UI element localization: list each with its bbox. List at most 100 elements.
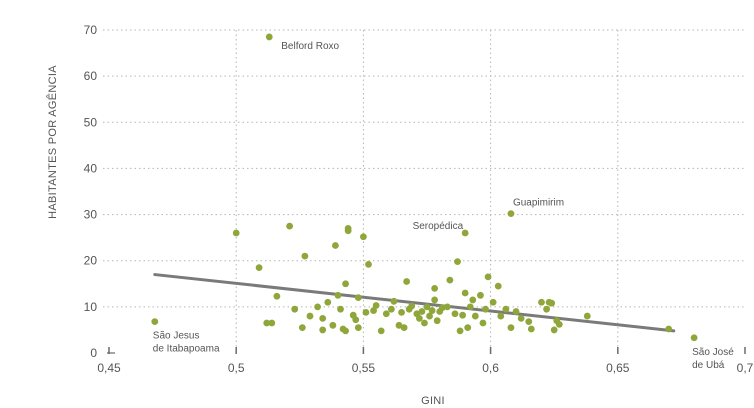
- data-point: [438, 304, 446, 312]
- data-point: [443, 303, 451, 311]
- data-point: [255, 264, 263, 272]
- y-tick-label: 30: [84, 208, 98, 222]
- data-point: [268, 319, 276, 327]
- point-annotation: Guapimirim: [513, 198, 564, 209]
- data-point: [548, 299, 556, 307]
- data-point: [525, 318, 533, 326]
- data-point: [527, 325, 535, 333]
- annotation-line: de Itabapoama: [153, 344, 220, 355]
- data-point: [352, 316, 360, 324]
- data-point: [471, 312, 479, 320]
- data-point: [428, 307, 436, 314]
- data-point: [334, 291, 342, 299]
- data-point: [484, 273, 492, 281]
- y-tick-label: 60: [84, 69, 98, 83]
- data-point: [306, 312, 314, 320]
- data-point: [479, 319, 487, 327]
- data-point: [382, 310, 390, 318]
- data-point: [502, 305, 510, 313]
- data-point: [433, 317, 441, 325]
- data-point: [403, 278, 411, 285]
- x-tick-label: 0,55: [352, 361, 376, 375]
- trend-line: [153, 273, 676, 333]
- data-point: [314, 303, 322, 311]
- x-tick-label: 0,5: [228, 361, 245, 375]
- data-point: [494, 282, 502, 290]
- data-point: [461, 229, 469, 237]
- data-point: [415, 314, 423, 322]
- data-point: [507, 324, 515, 332]
- data-point: [337, 305, 344, 313]
- data-point: [319, 326, 327, 334]
- x-axis-title: GINI: [421, 395, 445, 407]
- data-point: [365, 261, 372, 268]
- data-point: [464, 324, 472, 332]
- point-annotations: Belford Roxo Guapimirim Seropédica São Jesu…: [153, 41, 734, 371]
- x-tick-label: 0,7: [737, 361, 754, 375]
- data-point: [273, 292, 281, 300]
- data-point: [550, 326, 558, 334]
- data-point: [344, 227, 352, 235]
- data-point: [482, 305, 489, 313]
- data-point: [398, 308, 405, 316]
- data-point: [291, 305, 299, 313]
- data-point: [332, 242, 339, 249]
- data-point: [342, 280, 349, 288]
- data-point: [665, 325, 673, 333]
- data-point: [298, 324, 306, 332]
- point-annotation: São José de Ubá: [692, 347, 734, 371]
- data-point: [477, 291, 484, 299]
- data-point: [489, 298, 497, 306]
- y-tick-label: 70: [84, 23, 98, 37]
- data-point: [342, 327, 349, 335]
- y-tick-label: 0: [90, 346, 97, 360]
- data-point: [431, 296, 439, 304]
- data-point: [408, 302, 416, 310]
- x-tick-labels: 0,45 0,5 0,55 0,6 0,65 0,7: [97, 361, 753, 375]
- data-point: [319, 314, 327, 322]
- data-point: [354, 294, 362, 302]
- data-point: [461, 289, 469, 297]
- data-point: [421, 319, 428, 327]
- data-point: [263, 319, 271, 327]
- y-tick-label: 10: [84, 300, 98, 314]
- data-point: [301, 252, 309, 260]
- data-point: [232, 229, 240, 237]
- data-point: [456, 327, 464, 335]
- data-point: [583, 312, 591, 320]
- point-annotation: São Jesus de Itabapoama: [153, 331, 220, 355]
- grid-lines: [103, 29, 746, 354]
- data-point: [286, 222, 294, 230]
- x-tick-label: 0,45: [97, 361, 121, 375]
- data-point: [362, 308, 370, 316]
- data-point: [360, 233, 367, 241]
- data-point: [446, 276, 454, 284]
- data-point: [497, 312, 505, 320]
- y-tick-label: 50: [84, 115, 98, 129]
- data-point: [543, 305, 550, 313]
- data-point: [400, 324, 408, 332]
- y-tick-label: 20: [84, 254, 98, 268]
- x-tick-label: 0,65: [606, 361, 630, 375]
- data-point: [423, 303, 431, 311]
- y-tick-label: 40: [84, 161, 98, 175]
- data-point: [354, 324, 362, 332]
- data-point: [370, 307, 377, 314]
- data-point: [555, 320, 563, 328]
- data-point: [507, 210, 515, 218]
- data-points: [151, 33, 698, 342]
- x-tick-label: 0,6: [482, 361, 499, 375]
- y-tick-labels: 0 10 20 30 40 50 60 70: [84, 23, 98, 360]
- data-point: [451, 310, 459, 318]
- data-point: [426, 312, 433, 320]
- annotation-line: de Ubá: [692, 360, 725, 371]
- data-point: [512, 308, 520, 315]
- point-annotation: Seropédica: [413, 221, 464, 232]
- annotation-line: Guapimirim: [513, 198, 564, 209]
- data-point: [377, 327, 385, 335]
- data-point: [469, 296, 477, 304]
- data-point: [459, 311, 467, 319]
- annotation-line: São José: [692, 347, 734, 358]
- data-point: [329, 321, 337, 329]
- data-point: [538, 298, 545, 306]
